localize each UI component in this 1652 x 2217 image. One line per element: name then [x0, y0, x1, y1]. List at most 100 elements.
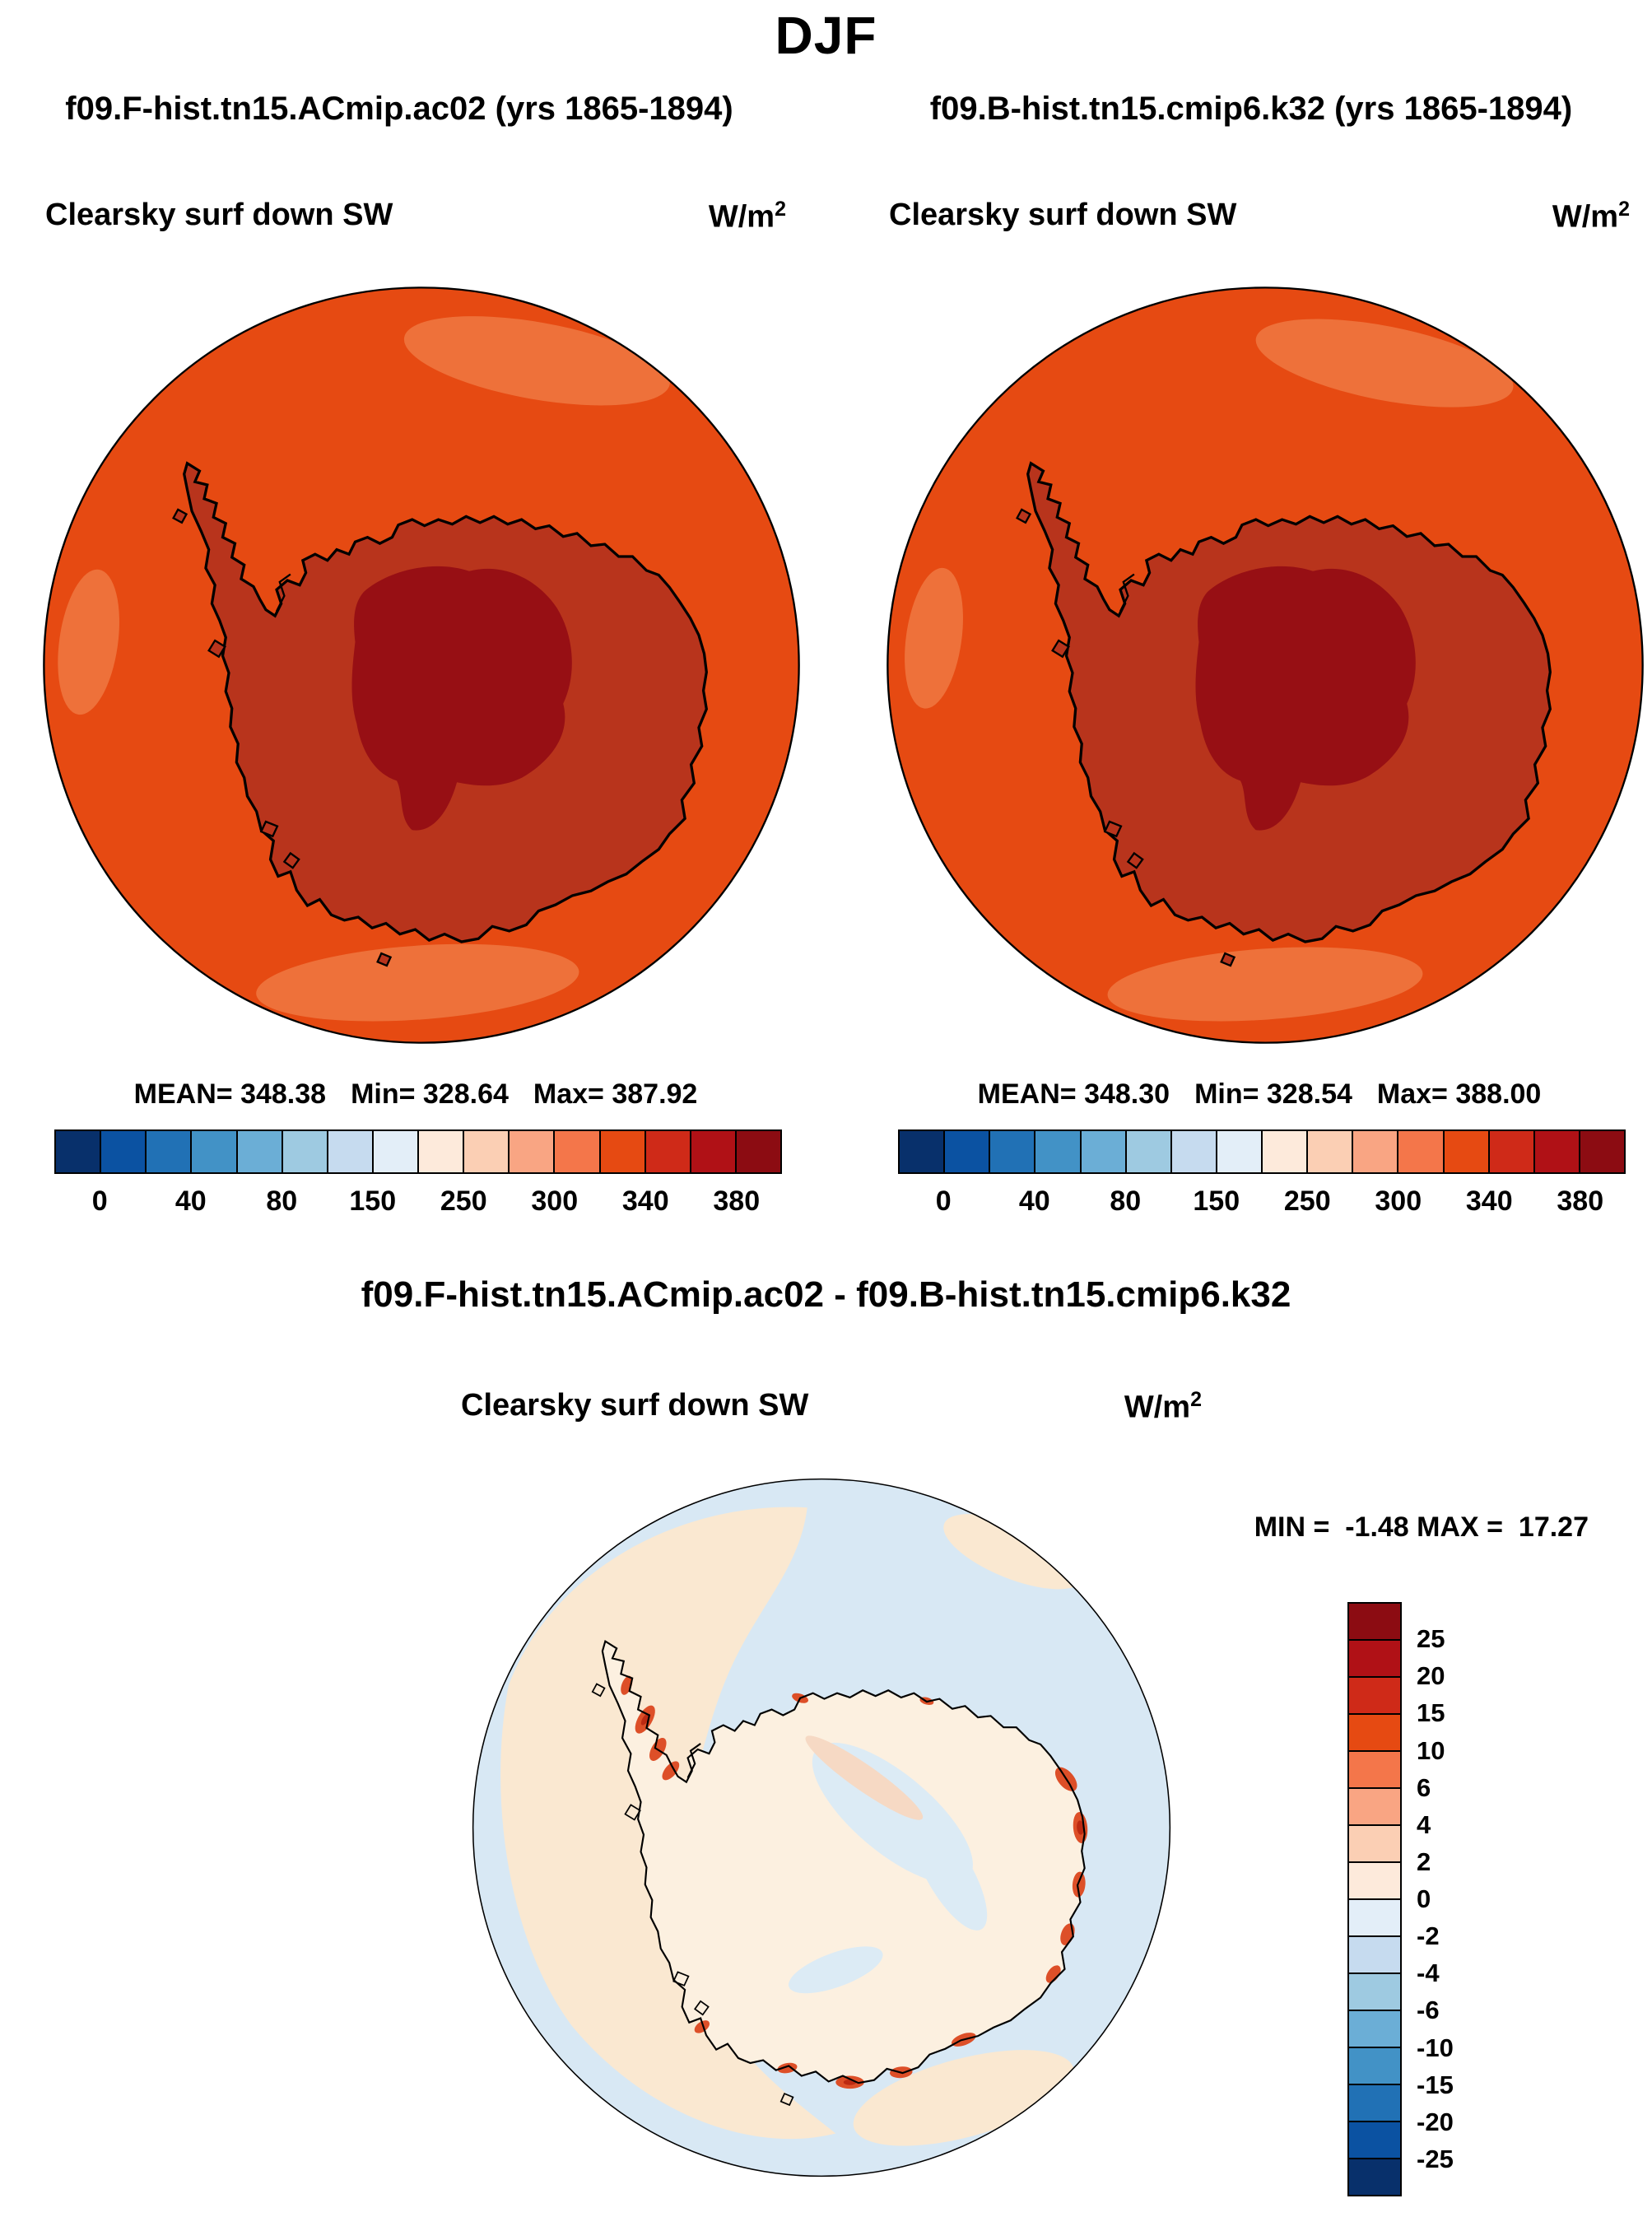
- colorbar-tick-label: 380: [1557, 1185, 1604, 1217]
- colorbar-cell: [54, 1129, 102, 1174]
- colorbar-cell: [1347, 1861, 1402, 1900]
- colorbar-cell: [598, 1129, 646, 1174]
- colorbar-cell: [1124, 1129, 1172, 1174]
- colorbar-cell: [734, 1129, 782, 1174]
- field-row-diff: Clearsky surf down SW W/m2: [461, 1388, 1202, 1426]
- colorbar-cell: [898, 1129, 946, 1174]
- stat-mean: MEAN= 348.30: [977, 1078, 1170, 1110]
- colorbar-tick-label: 0: [935, 1185, 952, 1217]
- colorbar-cell: [281, 1129, 328, 1174]
- field-label-left: Clearsky surf down SW: [45, 198, 393, 232]
- colorbar-cell: [1347, 1750, 1402, 1789]
- colorbar-cell: [417, 1129, 465, 1174]
- colorbar-cell: [1215, 1129, 1263, 1174]
- units-label-right: W/m2: [1552, 198, 1630, 235]
- stat-max: Max= 387.92: [533, 1078, 698, 1110]
- colorbar-cell: [989, 1129, 1036, 1174]
- colorbar-cell: [463, 1129, 510, 1174]
- ocean-light-patch: [1107, 947, 1423, 1022]
- interior-negative-patch: [789, 1946, 883, 1994]
- map-difference-polar-plot: [472, 1478, 1171, 2177]
- stats-right: MEAN= 348.30 Min= 328.54 Max= 388.00: [889, 1078, 1630, 1111]
- colorbar-tick-label: 340: [1465, 1185, 1513, 1217]
- colorbar-cell: [1347, 1898, 1402, 1937]
- colorbar-cell: [371, 1129, 419, 1174]
- stat-min: Min= 328.64: [351, 1078, 509, 1110]
- field-label-diff: Clearsky surf down SW: [461, 1388, 809, 1423]
- colorbar-cell: [1079, 1129, 1127, 1174]
- colorbar-left: [54, 1129, 782, 1174]
- colorbar-tick-label: 40: [175, 1185, 207, 1217]
- units-base: W/m: [1552, 199, 1619, 235]
- colorbar-cell: [1261, 1129, 1309, 1174]
- colorbar-cell: [1347, 1935, 1402, 1974]
- colorbar-tick-label: -15: [1417, 2070, 1454, 2099]
- colorbar-cell: [1347, 2010, 1402, 2048]
- stat-max: Max= 388.00: [1376, 1078, 1542, 1110]
- colorbar-tick-label: 80: [266, 1185, 298, 1217]
- interior-negative-patch: [911, 1817, 988, 1931]
- map-left-polar-plot: [43, 286, 800, 1044]
- colorbar-tick-label: 250: [440, 1185, 487, 1217]
- stat-mean: MEAN= 348.38: [133, 1078, 327, 1110]
- field-label-right: Clearsky surf down SW: [889, 198, 1237, 232]
- colorbar-cell: [1347, 1602, 1402, 1641]
- colorbar-tick-label: 250: [1283, 1185, 1331, 1217]
- colorbar-difference: [1347, 1602, 1402, 2196]
- ocean-light-patch: [905, 567, 963, 709]
- colorbar-cell: [1352, 1129, 1399, 1174]
- colorbar-tick-label: -10: [1417, 2033, 1454, 2062]
- colorbar-cell: [644, 1129, 691, 1174]
- colorbar-tick-label: 20: [1417, 1661, 1445, 1691]
- colorbar-cell: [1347, 1639, 1402, 1678]
- colorbar-cell: [1397, 1129, 1445, 1174]
- interior-faint-positive-streak: [805, 1735, 924, 1820]
- colorbar-tick-label: 10: [1417, 1735, 1445, 1765]
- colorbar-cell: [1347, 1824, 1402, 1863]
- colorbar-tick-label: 4: [1417, 1809, 1431, 1839]
- units-exponent: 2: [1190, 1388, 1202, 1411]
- colorbar-tick-label: -2: [1417, 1921, 1440, 1951]
- colorbar-tick-label: 300: [531, 1185, 579, 1217]
- colorbar-cell: [1034, 1129, 1082, 1174]
- colorbar-cell: [1170, 1129, 1217, 1174]
- units-exponent: 2: [1618, 198, 1630, 221]
- colorbar-cell: [1578, 1129, 1626, 1174]
- colorbar-cell: [1347, 2047, 1402, 2085]
- colorbar-tick-label: 0: [1417, 1884, 1431, 1913]
- colorbar-cell: [235, 1129, 283, 1174]
- units-exponent: 2: [775, 198, 786, 221]
- colorbar-tick-label: -20: [1417, 2107, 1454, 2136]
- colorbar-cell: [1306, 1129, 1354, 1174]
- colorbar-tick-label: 150: [1193, 1185, 1240, 1217]
- colorbar-cell: [1487, 1129, 1535, 1174]
- colorbar-tick-label: 2: [1417, 1847, 1431, 1876]
- colorbar-cell: [1347, 1676, 1402, 1715]
- colorbar-cell: [1347, 1787, 1402, 1826]
- units-base: W/m: [1124, 1390, 1191, 1425]
- page-title: DJF: [775, 6, 877, 65]
- colorbar-tick-label: -4: [1417, 1959, 1440, 1988]
- colorbar-tick-label: 380: [713, 1185, 761, 1217]
- units-base: W/m: [708, 199, 775, 235]
- colorbar-difference-ticks: 25 20 15 10 6 4 2 0 -2 -4 -6 -10 -15 -20 -25: [1417, 1602, 1507, 2196]
- colorbar-tick-label: 40: [1018, 1185, 1050, 1217]
- colorbar-cell: [1347, 2084, 1402, 2122]
- colorbar-cell: [1347, 2158, 1402, 2196]
- units-label-diff: W/m2: [1124, 1388, 1202, 1426]
- colorbar-cell: [943, 1129, 991, 1174]
- near-zero-positive-region: [943, 1514, 1084, 1590]
- colorbar-cell: [1347, 1713, 1402, 1752]
- units-label-left: W/m2: [709, 198, 786, 235]
- subtitle-right-case: f09.B-hist.tn15.cmip6.k32 (yrs 1865-1894…: [929, 91, 1573, 127]
- colorbar-cell: [1533, 1129, 1580, 1174]
- colorbar-cell: [1347, 1972, 1402, 2011]
- colorbar-tick-label: 340: [621, 1185, 669, 1217]
- colorbar-cell: [100, 1129, 147, 1174]
- field-row-right: Clearsky surf down SW W/m2: [889, 198, 1630, 235]
- colorbar-cell: [553, 1129, 601, 1174]
- map-right-polar-plot: [886, 286, 1644, 1044]
- colorbar-right: [898, 1129, 1626, 1174]
- ocean-light-patch: [1255, 319, 1514, 408]
- field-row-left: Clearsky surf down SW W/m2: [45, 198, 786, 235]
